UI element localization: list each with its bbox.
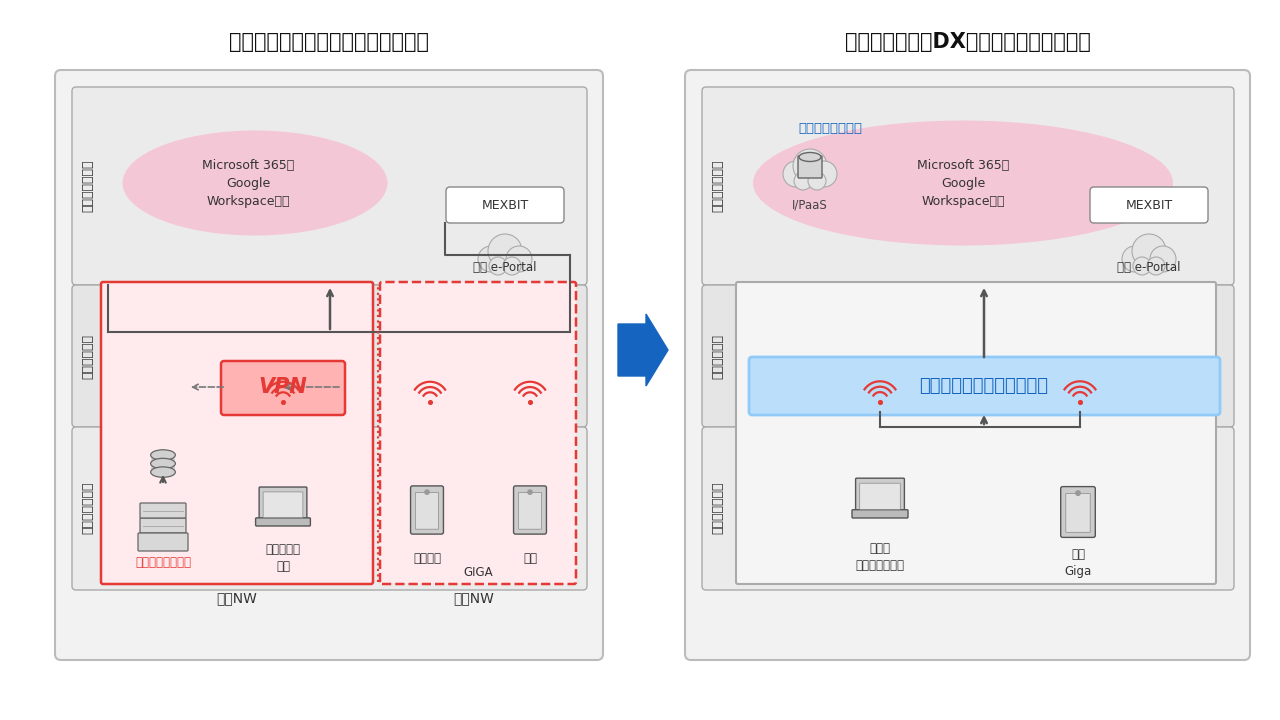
- Circle shape: [1147, 257, 1165, 275]
- FancyBboxPatch shape: [72, 427, 588, 590]
- Text: 学習 e-Portal: 学習 e-Portal: [1117, 261, 1180, 274]
- FancyBboxPatch shape: [860, 483, 900, 510]
- Circle shape: [425, 490, 429, 494]
- FancyBboxPatch shape: [72, 87, 588, 285]
- FancyBboxPatch shape: [101, 282, 372, 584]
- FancyBboxPatch shape: [1061, 487, 1096, 537]
- FancyBboxPatch shape: [701, 427, 1234, 590]
- FancyBboxPatch shape: [221, 361, 346, 415]
- Circle shape: [506, 246, 532, 272]
- Text: ネットワーク: ネットワーク: [712, 333, 724, 379]
- FancyBboxPatch shape: [855, 478, 905, 513]
- Ellipse shape: [753, 120, 1172, 246]
- Text: 教職員
校務兼指導端末: 教職員 校務兼指導端末: [855, 542, 905, 572]
- FancyBboxPatch shape: [701, 285, 1234, 427]
- FancyBboxPatch shape: [797, 156, 822, 178]
- FancyBboxPatch shape: [380, 282, 576, 584]
- FancyBboxPatch shape: [259, 487, 307, 521]
- FancyBboxPatch shape: [72, 285, 588, 427]
- Circle shape: [794, 172, 812, 190]
- Text: 校務NW: 校務NW: [216, 591, 257, 605]
- FancyBboxPatch shape: [749, 357, 1220, 415]
- FancyBboxPatch shape: [264, 492, 303, 518]
- Text: 教員指導: 教員指導: [413, 552, 442, 564]
- Text: 学習NW: 学習NW: [453, 591, 494, 605]
- Text: 生徒: 生徒: [524, 552, 538, 564]
- Circle shape: [1075, 491, 1080, 495]
- FancyBboxPatch shape: [701, 87, 1234, 285]
- Circle shape: [1132, 234, 1166, 268]
- FancyBboxPatch shape: [416, 492, 439, 529]
- FancyBboxPatch shape: [140, 503, 186, 518]
- Text: インターネット: インターネット: [82, 160, 95, 212]
- FancyBboxPatch shape: [513, 486, 547, 534]
- Text: 将来：次期校務DXに沿った統合システム: 将来：次期校務DXに沿った統合システム: [845, 32, 1091, 52]
- FancyBboxPatch shape: [140, 518, 186, 533]
- Text: 校務支援システム: 校務支援システム: [134, 556, 191, 569]
- Text: 教職員校務
端末: 教職員校務 端末: [265, 543, 301, 573]
- Text: MEXBIT: MEXBIT: [481, 199, 529, 212]
- Circle shape: [808, 172, 826, 190]
- Text: 生徒
Giga: 生徒 Giga: [1065, 548, 1092, 578]
- Circle shape: [812, 161, 837, 187]
- FancyBboxPatch shape: [685, 70, 1251, 660]
- Text: サーバー・机器: サーバー・机器: [712, 482, 724, 534]
- Circle shape: [488, 234, 522, 268]
- FancyBboxPatch shape: [736, 282, 1216, 584]
- Text: ゼロトラストアクセス制御: ゼロトラストアクセス制御: [919, 377, 1048, 395]
- Circle shape: [527, 490, 532, 494]
- Text: MEXBIT: MEXBIT: [1125, 199, 1172, 212]
- Ellipse shape: [123, 130, 388, 235]
- Text: サーバー・机器: サーバー・机器: [82, 482, 95, 534]
- FancyBboxPatch shape: [445, 187, 564, 223]
- Circle shape: [1133, 257, 1151, 275]
- Text: Microsoft 365、
Google
Workspaceなど: Microsoft 365、 Google Workspaceなど: [916, 158, 1009, 207]
- FancyBboxPatch shape: [411, 486, 443, 534]
- Text: I/PaaS: I/PaaS: [792, 199, 828, 212]
- FancyBboxPatch shape: [55, 70, 603, 660]
- Text: Microsoft 365、
Google
Workspaceなど: Microsoft 365、 Google Workspaceなど: [202, 158, 294, 207]
- FancyBboxPatch shape: [138, 533, 188, 551]
- Ellipse shape: [151, 467, 175, 477]
- Circle shape: [1123, 246, 1148, 272]
- Text: インターネット: インターネット: [712, 160, 724, 212]
- FancyBboxPatch shape: [1066, 493, 1091, 532]
- Text: GIGA: GIGA: [463, 565, 493, 578]
- Circle shape: [489, 257, 507, 275]
- Ellipse shape: [151, 450, 175, 460]
- Circle shape: [503, 257, 521, 275]
- Circle shape: [1149, 246, 1176, 272]
- Ellipse shape: [151, 459, 175, 469]
- FancyBboxPatch shape: [518, 492, 541, 529]
- Ellipse shape: [799, 153, 820, 161]
- FancyBboxPatch shape: [1091, 187, 1208, 223]
- FancyBboxPatch shape: [852, 510, 908, 518]
- FancyArrow shape: [618, 314, 668, 386]
- Circle shape: [477, 246, 504, 272]
- Text: 校務支援システム: 校務支援システム: [797, 122, 861, 135]
- Bar: [151, 455, 175, 472]
- Circle shape: [794, 149, 827, 183]
- Text: 学習 e-Portal: 学習 e-Portal: [474, 261, 536, 274]
- Text: ネットワーク: ネットワーク: [82, 333, 95, 379]
- Text: VPN: VPN: [259, 377, 307, 397]
- Text: 現状：校務学習ネットワークの分離: 現状：校務学習ネットワークの分離: [229, 32, 429, 52]
- FancyBboxPatch shape: [256, 518, 311, 526]
- Circle shape: [783, 161, 809, 187]
